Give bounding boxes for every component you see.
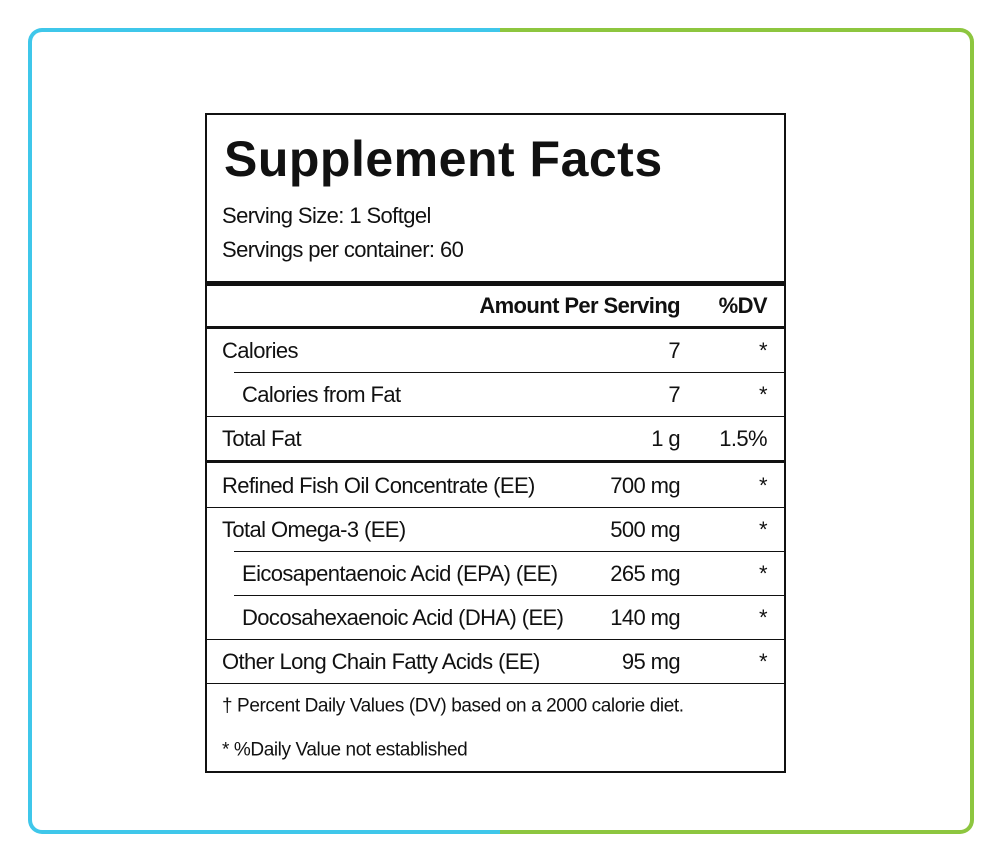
serving-size: Serving Size: 1 Softgel (222, 203, 431, 228)
nutrient-dv: * (759, 473, 768, 498)
row-rule (234, 372, 784, 373)
servings-per-container: Servings per container: 60 (222, 237, 464, 262)
footnote: * %Daily Value not established (222, 739, 468, 761)
row-rule (207, 507, 784, 508)
nutrient-dv: 1.5% (719, 426, 767, 451)
nutrient-dv: * (759, 561, 768, 586)
nutrient-dv: * (759, 649, 768, 674)
nutrient-amount: 7 (668, 382, 680, 407)
nutrient-name: Docosahexaenoic Acid (DHA) (EE) (242, 605, 564, 630)
thick-rule (207, 281, 784, 286)
nutrient-amount: 700 mg (610, 473, 680, 498)
dv-header: %DV (718, 293, 768, 318)
nutrient-name: Eicosapentaenoic Acid (EPA) (EE) (242, 561, 558, 586)
nutrient-amount: 500 mg (610, 517, 680, 542)
frame-right (500, 28, 974, 834)
section-rule (207, 683, 784, 684)
supplement-label: Supplement Facts Serving Size: 1 Softgel… (205, 113, 786, 773)
nutrient-amount: 1 g (651, 426, 680, 451)
nutrient-dv: * (759, 517, 768, 542)
nutrient-name: Other Long Chain Fatty Acids (EE) (222, 649, 540, 674)
row-rule (207, 639, 784, 640)
footnote: † Percent Daily Values (DV) based on a 2… (222, 695, 684, 717)
nutrient-name: Refined Fish Oil Concentrate (EE) (222, 473, 535, 498)
nutrient-amount: 7 (668, 338, 680, 363)
section-rule (207, 460, 784, 463)
nutrient-name: Calories (222, 338, 299, 363)
amount-header: Amount Per Serving (479, 293, 680, 318)
title: Supplement Facts (224, 131, 663, 187)
nutrient-name: Total Fat (222, 426, 302, 451)
nutrient-amount: 95 mg (621, 649, 681, 674)
nutrient-amount: 265 mg (610, 561, 680, 586)
row-rule (207, 416, 784, 417)
nutrient-name: Total Omega-3 (EE) (222, 517, 406, 542)
frame-left (28, 28, 508, 834)
nutrient-dv: * (759, 338, 768, 363)
nutrient-name: Calories from Fat (242, 382, 401, 407)
row-rule (234, 551, 784, 552)
nutrient-dv: * (759, 605, 768, 630)
header-rule (207, 326, 784, 329)
nutrient-amount: 140 mg (610, 605, 680, 630)
nutrient-dv: * (759, 382, 768, 407)
row-rule (234, 595, 784, 596)
